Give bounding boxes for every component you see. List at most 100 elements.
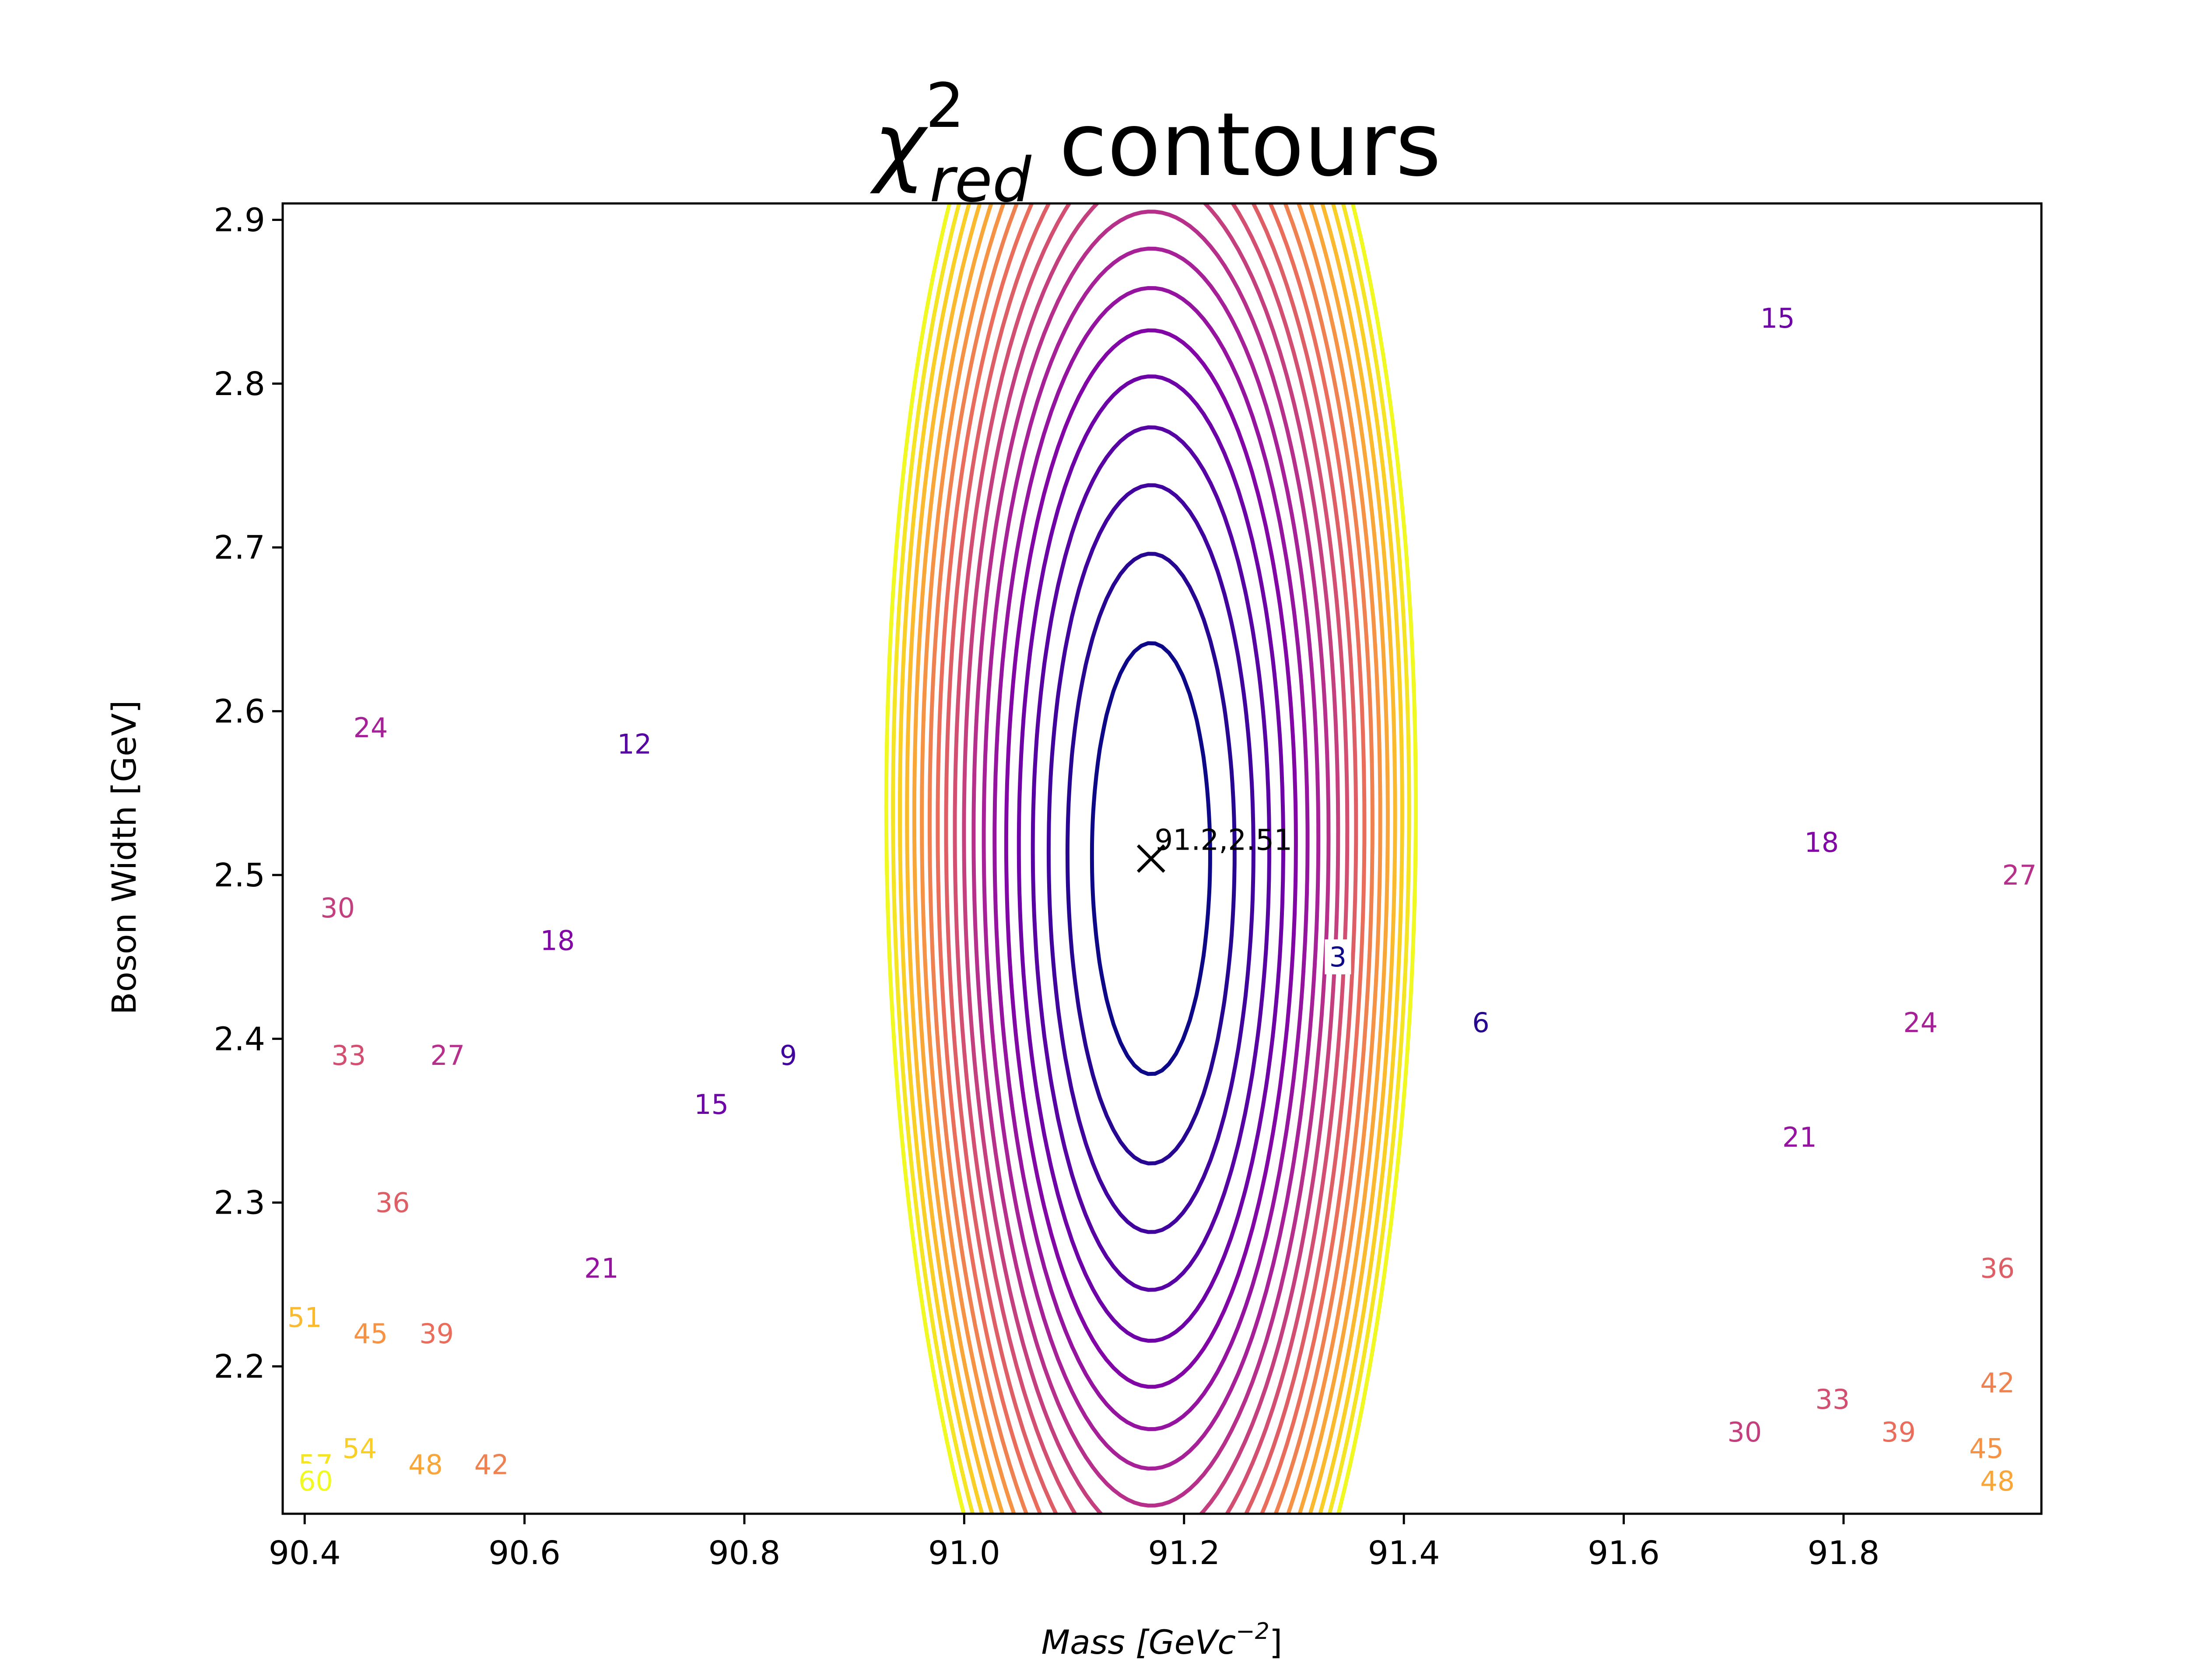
contour-label-bg <box>470 1447 514 1482</box>
x-axis-label-sup: −2 <box>1236 1618 1269 1645</box>
contour-label-bg <box>579 1250 624 1286</box>
contour-label-6: 6 <box>1472 1007 1489 1039</box>
contour-label-30: 30 <box>1727 1416 1762 1448</box>
contour-label-54: 54 <box>342 1432 377 1464</box>
contour-label-42: 42 <box>474 1449 509 1481</box>
contour-label-bg <box>425 1037 470 1073</box>
y-tick-label: 2.2 <box>214 1348 265 1386</box>
contour-label-bg <box>316 890 360 925</box>
contour-level-30 <box>962 203 1340 1514</box>
y-tick-label: 2.8 <box>214 365 265 403</box>
y-tick-label: 2.4 <box>214 1020 265 1058</box>
title-rest: contours <box>1031 94 1441 196</box>
minimum-marker: 91.2,2.51 <box>1136 823 1292 873</box>
contour-level-12 <box>1031 425 1271 1292</box>
title-chi: χ <box>870 94 929 196</box>
y-axis: 2.2 2.3 2.4 2.5 2.6 2.7 2.8 2.9 <box>214 201 283 1386</box>
contour-level-15 <box>1017 374 1285 1343</box>
contour-label-bg <box>1325 939 1351 975</box>
y-tick-label: 2.3 <box>214 1184 265 1222</box>
contour-level-9 <box>1046 483 1255 1234</box>
contour-level-42 <box>927 203 1375 1514</box>
contour-label-bg <box>294 1463 338 1499</box>
contour-level-36 <box>944 203 1358 1514</box>
x-tick-label: 91.6 <box>1588 1534 1660 1572</box>
contour-label-60: 60 <box>298 1465 333 1497</box>
contour-label-bg <box>1876 1414 1921 1449</box>
y-axis-label: Boson Width [GeV] <box>105 700 144 1015</box>
contour-label-42: 42 <box>1980 1367 2015 1399</box>
contour-label-bg <box>1975 1250 2020 1286</box>
contour-label-36: 36 <box>1980 1252 2015 1284</box>
x-tick-label: 91.8 <box>1807 1534 1879 1572</box>
y-tick-label: 2.6 <box>214 693 265 731</box>
contour-label-bg <box>1778 1119 1822 1155</box>
contour-level-33 <box>953 203 1350 1514</box>
contour-level-45 <box>920 203 1382 1514</box>
contour-label-bg <box>371 1185 415 1220</box>
contour-label-bg <box>1898 1004 1943 1040</box>
x-tick-label: 91.4 <box>1368 1534 1440 1572</box>
contour-label-9: 9 <box>780 1040 797 1071</box>
x-axis-label-end: ] <box>1269 1623 1283 1662</box>
contour-level-60 <box>884 203 1418 1514</box>
minimum-cross <box>1136 844 1165 873</box>
x-tick-label: 90.4 <box>269 1534 341 1572</box>
contour-label-24: 24 <box>1903 1007 1938 1039</box>
contour-label-bg <box>1722 1414 1767 1449</box>
contour-label-bg <box>348 1316 393 1351</box>
contour-label-48: 48 <box>408 1449 443 1481</box>
contour-label-30: 30 <box>320 892 355 924</box>
contour-label-bg <box>1467 1004 1494 1040</box>
contour-label-bg <box>535 923 579 958</box>
contour-label-21: 21 <box>1782 1121 1817 1153</box>
contour-label-18: 18 <box>540 925 575 957</box>
contour-label-bg <box>283 1299 327 1335</box>
contour-label-39: 39 <box>1881 1416 1916 1448</box>
contour-label-bg <box>1975 1463 2020 1499</box>
contour-label-15: 15 <box>1760 302 1795 334</box>
contour-label-21: 21 <box>584 1252 619 1284</box>
contour-label-24: 24 <box>353 712 388 744</box>
contour-label-bg <box>689 1087 733 1122</box>
x-tick-label: 91.2 <box>1148 1534 1220 1572</box>
contour-label-45: 45 <box>353 1318 388 1350</box>
contour-level-18 <box>1004 328 1298 1389</box>
contour-label-bg <box>775 1037 802 1073</box>
contour-label-bg <box>326 1037 371 1073</box>
x-axis-label-main: Mass [GeVc <box>1041 1623 1236 1662</box>
y-tick-label: 2.7 <box>214 529 265 567</box>
contour-label-18: 18 <box>1804 826 1839 858</box>
contour-label-45: 45 <box>1969 1432 2004 1464</box>
contour-label-bg <box>348 710 393 745</box>
contour-level-24 <box>982 246 1321 1471</box>
contour-label-36: 36 <box>375 1187 410 1219</box>
x-axis: 90.4 90.6 90.8 91.0 91.2 91.4 91.6 91.8 <box>269 1514 1879 1572</box>
plot-frame <box>281 202 2043 1515</box>
minimum-label: 91.2,2.51 <box>1154 823 1292 857</box>
contour-label-bg <box>1810 1381 1855 1417</box>
contour-label-27: 27 <box>2002 859 2037 891</box>
contour-label-bg <box>1799 825 1844 860</box>
contour-label-27: 27 <box>430 1040 465 1071</box>
contour-label-bg <box>1756 301 1800 336</box>
contour-level-54 <box>898 203 1404 1514</box>
x-tick-label: 90.8 <box>708 1534 781 1572</box>
contour-label-bg <box>612 726 656 762</box>
x-axis-label: Mass [GeVc−2] <box>1041 1618 1283 1662</box>
contour-level-39 <box>936 203 1367 1514</box>
contour-label-51: 51 <box>288 1302 322 1334</box>
contour-label-33: 33 <box>1815 1383 1850 1415</box>
contour-label-48: 48 <box>1980 1465 2015 1497</box>
contour-level-21 <box>992 286 1310 1432</box>
y-tick-label: 2.5 <box>214 857 265 894</box>
contour-label-3: 3 <box>1329 941 1346 973</box>
chart-title: χ2 red contours <box>870 70 1441 216</box>
title-superscript: 2 <box>926 70 964 142</box>
contour-level-48 <box>912 203 1390 1514</box>
contour-label-bg <box>1997 857 2041 892</box>
x-tick-label: 91.0 <box>928 1534 1000 1572</box>
contour-label-bg <box>337 1431 382 1466</box>
contour-lines <box>884 203 1418 1514</box>
